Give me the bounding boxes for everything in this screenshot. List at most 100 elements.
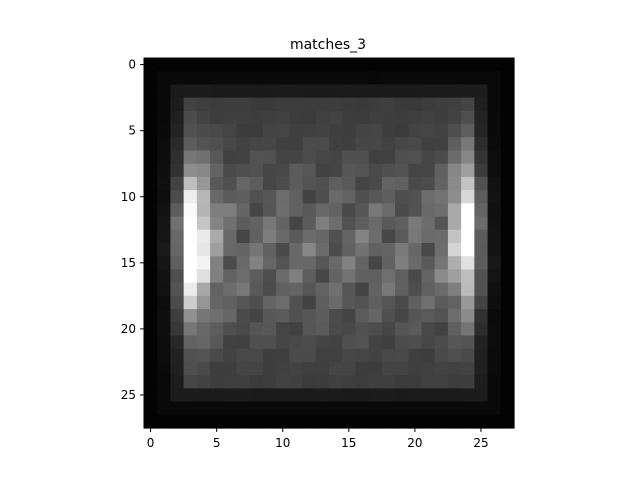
heatmap-cell: [474, 190, 489, 204]
heatmap-cell: [447, 335, 462, 350]
heatmap-cell: [223, 176, 238, 191]
heatmap-cell: [342, 190, 357, 204]
heatmap-cell: [276, 190, 290, 204]
heatmap-cell: [236, 84, 251, 99]
heatmap-cell: [368, 256, 383, 271]
heatmap-cell: [395, 243, 409, 257]
heatmap-cell: [500, 163, 515, 178]
heatmap-cell: [487, 58, 502, 72]
heatmap-cell: [395, 295, 409, 310]
heatmap-cell: [355, 375, 370, 389]
heatmap-cell: [223, 335, 238, 350]
heatmap-cell: [170, 124, 185, 138]
heatmap-cell: [381, 58, 396, 72]
heatmap-cell: [144, 124, 158, 138]
heatmap-cell: [461, 176, 475, 191]
heatmap-cell: [289, 110, 304, 125]
heatmap-cell: [329, 58, 343, 72]
heatmap-cell: [342, 137, 357, 152]
heatmap-cell: [170, 84, 185, 99]
y-tick-label: 0: [128, 58, 136, 72]
heatmap-cell: [421, 295, 436, 310]
heatmap-cell: [500, 84, 515, 99]
heatmap-cell: [302, 190, 317, 204]
heatmap-cell: [434, 256, 449, 271]
heatmap-cell: [381, 401, 396, 416]
heatmap-cell: [355, 137, 370, 152]
heatmap-cell: [447, 71, 462, 86]
heatmap-cell: [276, 176, 290, 191]
heatmap-cell: [381, 348, 396, 363]
heatmap-cell: [302, 163, 317, 178]
heatmap-cell: [342, 243, 357, 257]
heatmap-cell: [276, 256, 290, 271]
heatmap-cell: [342, 414, 357, 429]
heatmap-cell: [236, 388, 251, 403]
heatmap-cell: [434, 348, 449, 363]
heatmap-cell: [210, 84, 224, 99]
heatmap-cell: [421, 150, 436, 165]
heatmap-cell: [421, 176, 436, 191]
heatmap-cell: [342, 84, 357, 99]
heatmap-cell: [421, 256, 436, 271]
heatmap-cell: [368, 335, 383, 350]
heatmap-cell: [289, 322, 304, 337]
heatmap-cell: [381, 84, 396, 99]
heatmap-cell: [196, 137, 211, 152]
heatmap-cell: [236, 216, 251, 231]
heatmap-cell: [249, 137, 264, 152]
heatmap-cell: [461, 163, 475, 178]
heatmap-cell: [249, 190, 264, 204]
heatmap-cell: [408, 414, 423, 429]
heatmap-cell: [500, 388, 515, 403]
heatmap-cell: [487, 361, 502, 376]
heatmap-cell: [434, 295, 449, 310]
heatmap-cell: [170, 190, 185, 204]
heatmap-cell: [342, 71, 357, 86]
x-tick-label: 20: [407, 436, 422, 450]
heatmap-cell: [329, 361, 343, 376]
heatmap-cell: [408, 309, 423, 323]
heatmap-cell: [236, 256, 251, 271]
heatmap-cell: [408, 110, 423, 125]
heatmap-cell: [355, 401, 370, 416]
heatmap-cell: [262, 229, 277, 244]
heatmap-cell: [183, 71, 198, 86]
heatmap-cell: [249, 150, 264, 165]
heatmap-cell: [183, 243, 198, 257]
heatmap-cell: [170, 282, 185, 297]
heatmap-cell: [144, 361, 158, 376]
heatmap-cell: [144, 295, 158, 310]
heatmap-cell: [500, 401, 515, 416]
heatmap-cell: [315, 229, 330, 244]
heatmap-cell: [408, 216, 423, 231]
heatmap-cell: [315, 176, 330, 191]
heatmap-cell: [447, 124, 462, 138]
heatmap-cell: [183, 322, 198, 337]
heatmap-cell: [289, 295, 304, 310]
heatmap-cell: [210, 124, 224, 138]
heatmap-cell: [447, 58, 462, 72]
heatmap-cell: [196, 203, 211, 218]
heatmap-cell: [474, 269, 489, 284]
heatmap-cell: [355, 309, 370, 323]
y-tick-label: 5: [128, 124, 136, 138]
heatmap-cell: [342, 229, 357, 244]
heatmap-cell: [434, 137, 449, 152]
heatmap-cell: [302, 348, 317, 363]
heatmap-cell: [223, 348, 238, 363]
heatmap-cell: [144, 150, 158, 165]
heatmap-cell: [355, 150, 370, 165]
heatmap-cell: [487, 335, 502, 350]
heatmap-cell: [262, 361, 277, 376]
heatmap-cell: [144, 58, 158, 72]
heatmap-cell: [289, 229, 304, 244]
heatmap-cell: [500, 282, 515, 297]
heatmap-cell: [276, 216, 290, 231]
heatmap-cell: [447, 309, 462, 323]
heatmap-cell: [474, 110, 489, 125]
heatmap-cell: [329, 110, 343, 125]
heatmap-cell: [249, 361, 264, 376]
heatmap-cell: [262, 110, 277, 125]
heatmap-cell: [210, 243, 224, 257]
